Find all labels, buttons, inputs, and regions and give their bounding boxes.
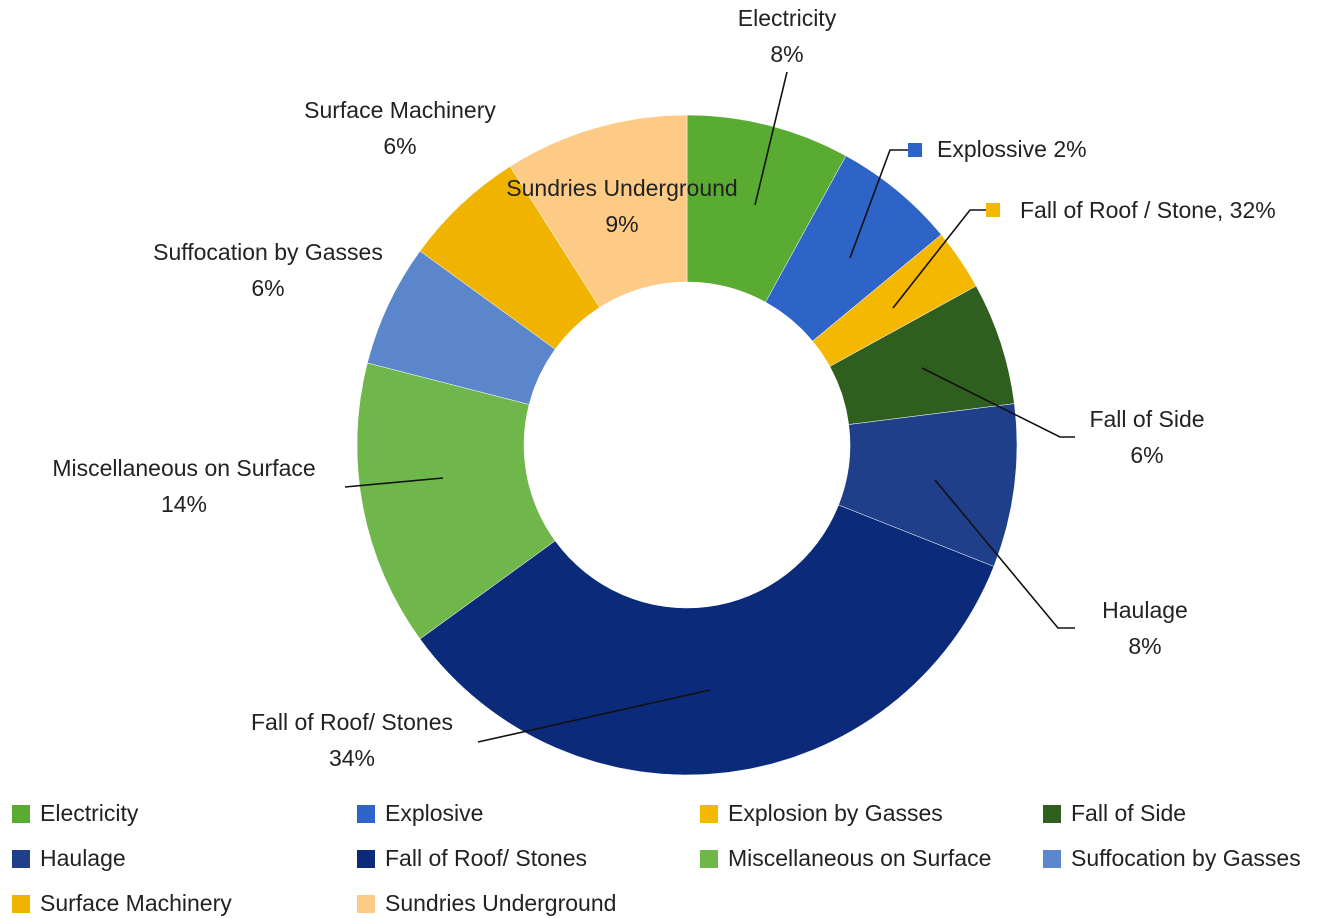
annotation: Fall of Roof / Stone, 32% <box>1020 197 1276 223</box>
legend-swatch <box>12 850 30 868</box>
legend-swatch <box>12 805 30 823</box>
donut-slice <box>356 362 556 640</box>
annotation-key <box>986 203 1000 217</box>
data-label-name: Fall of Side <box>1089 406 1204 432</box>
legend-swatch <box>357 895 375 913</box>
leader-line <box>849 149 908 259</box>
legend-label: Suffocation by Gasses <box>1071 845 1301 871</box>
data-label-name: Electricity <box>738 5 837 31</box>
leader-line <box>344 477 444 488</box>
data-label-name: Surface Machinery <box>304 97 496 123</box>
data-label-name: Haulage <box>1102 597 1188 623</box>
data-label-name: Miscellaneous on Surface <box>52 455 315 481</box>
annotation-key <box>908 143 922 157</box>
data-label-value: 8% <box>1128 633 1161 659</box>
legend-swatch <box>12 895 30 913</box>
data-label-name: Sundries Underground <box>506 175 737 201</box>
data-label-value: 6% <box>251 275 284 301</box>
data-label-value: 6% <box>383 133 416 159</box>
data-label-value: 8% <box>770 41 803 67</box>
legend-label: Fall of Side <box>1071 800 1186 826</box>
legend-label: Haulage <box>40 845 126 871</box>
leader-line <box>892 209 986 309</box>
annotation: Explossive 2% <box>937 136 1087 162</box>
data-label-name: Fall of Roof/ Stones <box>251 709 453 735</box>
donut-slice <box>509 114 688 308</box>
leader-line <box>921 367 1075 438</box>
legend-label: Sundries Underground <box>385 890 616 916</box>
leader-line <box>477 689 711 743</box>
data-label-value: 34% <box>329 745 375 771</box>
legend-swatch <box>700 850 718 868</box>
legend-label: Fall of Roof/ Stones <box>385 845 587 871</box>
leader-line <box>754 71 788 206</box>
data-label-name: Suffocation by Gasses <box>153 239 383 265</box>
legend-label: Miscellaneous on Surface <box>728 845 991 871</box>
legend-swatch <box>1043 850 1061 868</box>
legend-label: Explosion by Gasses <box>728 800 943 826</box>
leader-line <box>934 479 1075 629</box>
legend-label: Explosive <box>385 800 483 826</box>
data-label-value: 6% <box>1130 442 1163 468</box>
data-label-value: 9% <box>605 211 638 237</box>
legend-swatch <box>1043 805 1061 823</box>
data-label-value: 14% <box>161 491 207 517</box>
legend-label: Electricity <box>40 800 139 826</box>
donut-slice <box>419 504 995 776</box>
legend-label: Surface Machinery <box>40 890 232 916</box>
legend-swatch <box>357 850 375 868</box>
legend-swatch <box>700 805 718 823</box>
legend-swatch <box>357 805 375 823</box>
